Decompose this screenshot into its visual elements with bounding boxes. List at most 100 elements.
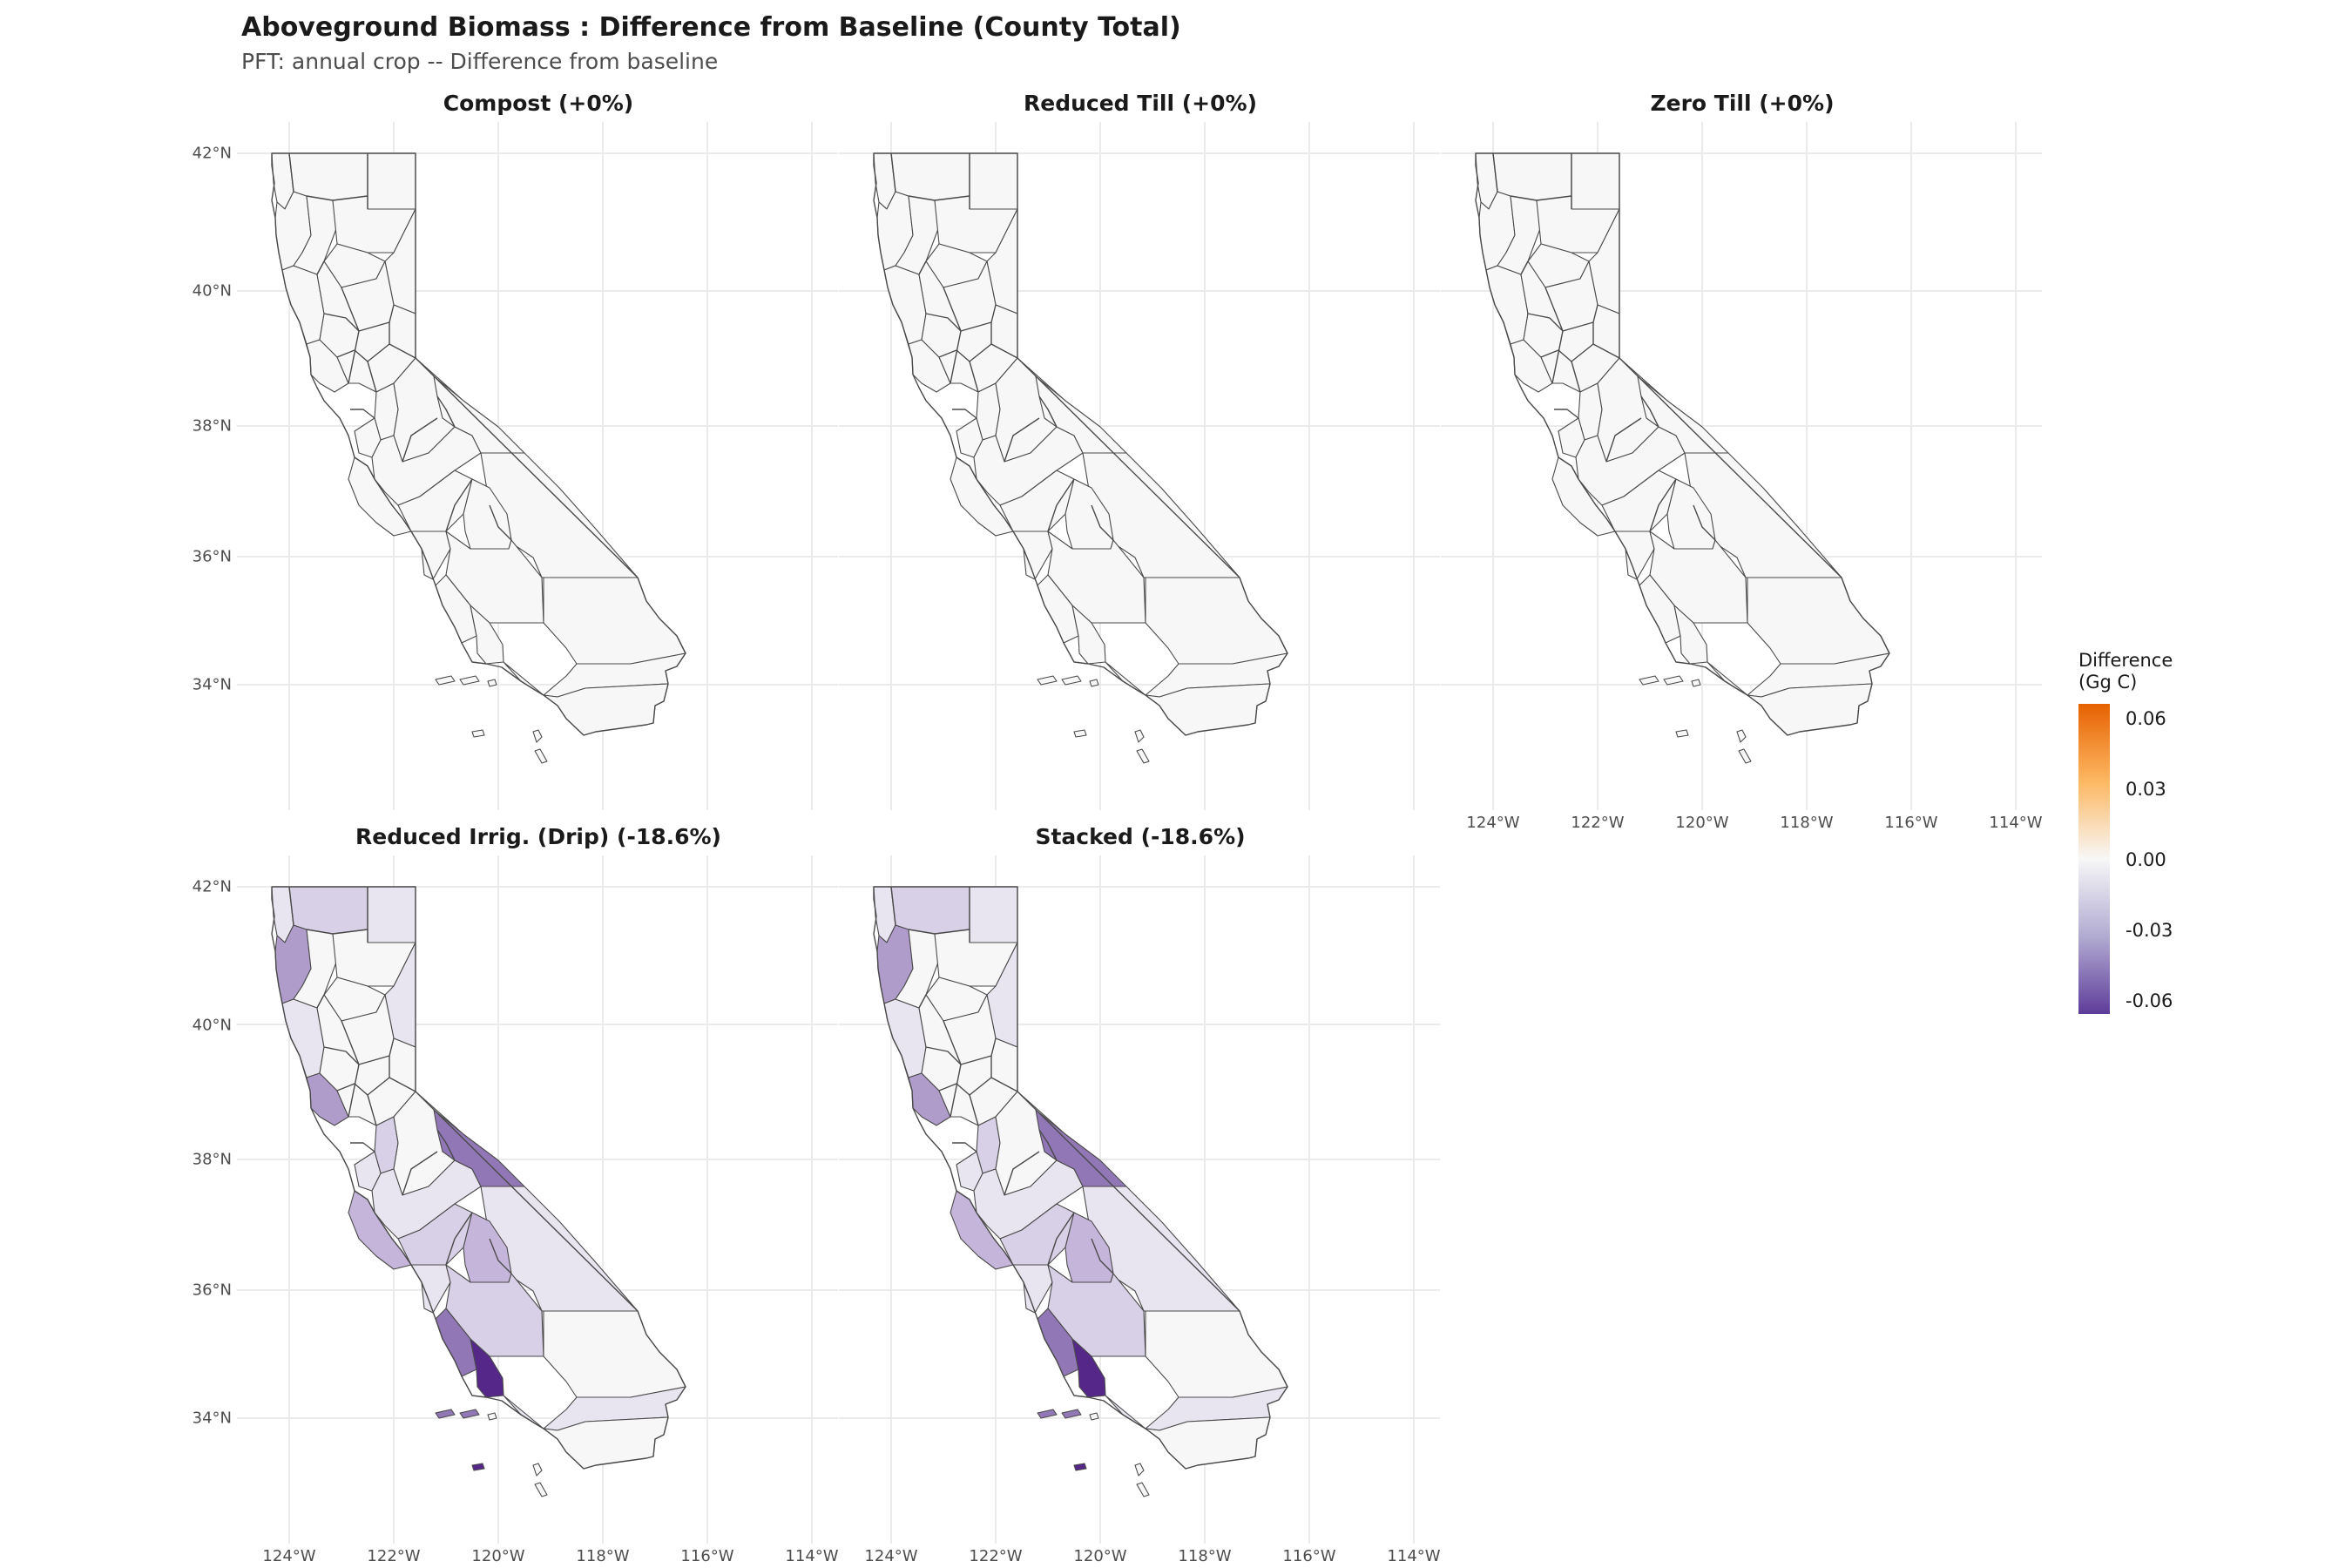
panel-title-zero-till: Zero Till (+0%) xyxy=(1650,91,1835,116)
county-boundary xyxy=(306,929,368,935)
x-tick-122w-zero-till: 122°W xyxy=(1571,814,1625,832)
island-san-clemente xyxy=(534,748,548,764)
county-boundary xyxy=(288,152,294,193)
island-catalina xyxy=(532,729,543,743)
chart-subtitle: PFT: annual crop -- Difference from base… xyxy=(241,49,719,74)
county-boundary xyxy=(1520,260,1529,275)
x-tick-114w-reduced-irrig: 114°W xyxy=(785,1547,839,1565)
county-boundary xyxy=(918,260,927,275)
island-anacapa xyxy=(1037,675,1058,686)
county-boundary xyxy=(350,409,375,419)
county-siskiyou xyxy=(890,152,970,201)
state-outline xyxy=(271,152,686,736)
county-san-bernardino xyxy=(543,577,686,665)
legend-label-0.06: 0.06 xyxy=(2126,708,2166,729)
county-boundary xyxy=(489,1238,512,1274)
county-boundary xyxy=(436,1129,456,1161)
county-boundary xyxy=(1527,313,1564,332)
county-boundary xyxy=(1047,478,1075,532)
x-tick-122w-reduced-irrig: 122°W xyxy=(367,1547,421,1565)
island-catalina xyxy=(1736,729,1747,743)
county-boundary xyxy=(908,195,970,201)
island-anacapa xyxy=(1037,1409,1058,1419)
island-anacapa xyxy=(1639,675,1659,686)
county-los-angeles xyxy=(1071,1338,1106,1398)
county-siskiyou xyxy=(1492,152,1572,201)
y-tick-42n-top: 42°N xyxy=(192,144,232,163)
legend-title: Difference (Gg C) xyxy=(2078,650,2173,693)
county-los-angeles xyxy=(470,605,504,665)
island-santa-cruz xyxy=(459,675,480,686)
county-san-bernardino xyxy=(543,1310,686,1398)
county-san-bernardino xyxy=(1145,1310,1288,1398)
county-boundary xyxy=(323,1046,360,1065)
island-santa-rosa xyxy=(1089,679,1099,687)
county-mono xyxy=(1035,1109,1127,1187)
county-boundary xyxy=(1004,417,1040,463)
map-zero-till xyxy=(1441,122,2042,810)
island-santa-rosa xyxy=(487,1412,497,1421)
county-modoc xyxy=(969,152,1018,210)
county-modoc xyxy=(1571,152,1620,210)
county-boundary xyxy=(1540,349,1572,362)
y-tick-36n-bottom: 36°N xyxy=(192,1281,232,1300)
x-tick-120w-stacked: 120°W xyxy=(1073,1547,1127,1565)
county-boundary xyxy=(316,260,325,275)
county-boundary xyxy=(1038,395,1058,428)
county-boundary xyxy=(1004,1151,1040,1196)
island-catalina xyxy=(532,1463,543,1477)
state-outline xyxy=(873,886,1288,1470)
map-reduced-till xyxy=(839,122,1440,810)
island-santa-rosa xyxy=(487,679,497,687)
county-boundary xyxy=(938,1083,970,1096)
county-boundary xyxy=(402,417,438,463)
x-tick-114w-zero-till: 114°W xyxy=(1989,814,2043,832)
x-tick-122w-stacked: 122°W xyxy=(969,1547,1023,1565)
county-boundary xyxy=(1492,152,1498,193)
y-tick-40n-bottom: 40°N xyxy=(192,1016,232,1035)
x-tick-124w-zero-till: 124°W xyxy=(1466,814,1520,832)
county-boundary xyxy=(1038,1129,1058,1161)
legend-title-line1: Difference xyxy=(2078,650,2173,671)
county-boundary xyxy=(436,395,456,428)
island-san-nicolas xyxy=(1675,729,1689,738)
county-san-bernardino xyxy=(1145,577,1288,665)
state-outline xyxy=(271,886,686,1470)
legend-label-neg-0.03: -0.03 xyxy=(2126,920,2173,941)
county-boundary xyxy=(306,195,368,201)
island-san-nicolas xyxy=(471,1463,485,1471)
x-tick-118w-reduced-irrig: 118°W xyxy=(576,1547,630,1565)
island-santa-rosa xyxy=(1691,679,1701,687)
county-mono xyxy=(1035,375,1127,454)
county-boundary xyxy=(316,994,325,1009)
county-los-angeles xyxy=(470,1338,504,1398)
county-boundary xyxy=(952,409,977,419)
county-boundary xyxy=(1510,195,1572,201)
county-boundary xyxy=(288,886,294,926)
county-modoc xyxy=(969,886,1018,943)
county-siskiyou xyxy=(890,886,970,935)
island-santa-cruz xyxy=(1663,675,1684,686)
island-san-clemente xyxy=(1136,748,1150,764)
county-boundary xyxy=(489,504,512,541)
county-siskiyou xyxy=(288,152,368,201)
county-boundary xyxy=(938,349,970,362)
y-tick-34n-top: 34°N xyxy=(192,675,232,694)
county-boundary xyxy=(336,1083,368,1096)
county-modoc xyxy=(367,152,416,210)
panel-title-stacked: Stacked (-18.6%) xyxy=(1035,824,1246,849)
x-tick-124w-reduced-irrig: 124°W xyxy=(262,1547,316,1565)
island-santa-cruz xyxy=(459,1409,480,1419)
x-tick-114w-stacked: 114°W xyxy=(1387,1547,1441,1565)
legend-label-0.03: 0.03 xyxy=(2126,779,2166,800)
county-los-angeles xyxy=(1071,605,1106,665)
legend-tick xyxy=(2110,929,2117,930)
legend-label-0.00: 0.00 xyxy=(2126,849,2166,870)
county-boundary xyxy=(367,1077,416,1126)
county-boundary xyxy=(969,1077,1018,1126)
county-mono xyxy=(1637,375,1729,454)
county-boundary xyxy=(969,343,1018,393)
state-outline xyxy=(873,152,1288,736)
county-boundary xyxy=(890,886,896,926)
county-boundary xyxy=(402,1151,438,1196)
